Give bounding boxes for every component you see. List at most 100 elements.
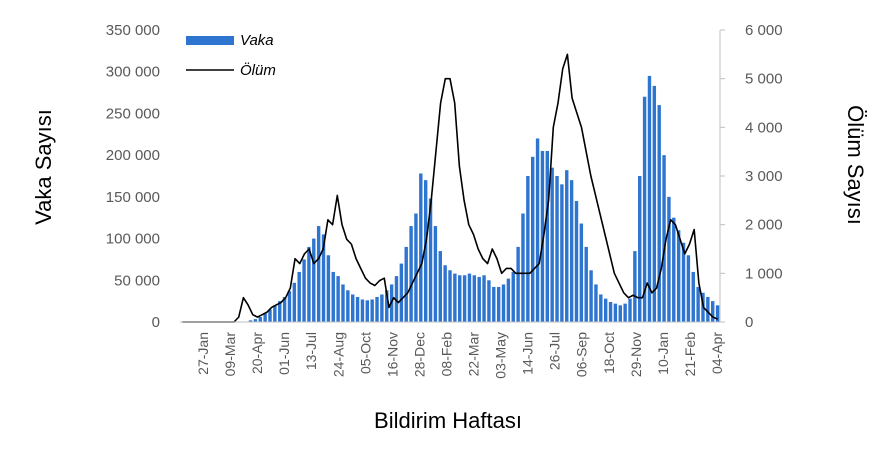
bar-vaka (248, 320, 253, 322)
bar-vaka (535, 138, 540, 322)
y-tick-label-left: 0 (152, 314, 160, 331)
x-tick-label: 04-Apr (709, 332, 725, 374)
x-tick-label: 28-Dec (411, 332, 427, 377)
x-tick-label: 22-Mar (466, 332, 482, 377)
line-olum (182, 53, 718, 323)
y-tick-label-right: 1 000 (745, 265, 783, 282)
plot-area (182, 53, 720, 323)
bar-vaka (336, 276, 340, 322)
y-tick-label-left: 50 000 (114, 272, 160, 289)
bar-vaka (448, 270, 452, 322)
bar-vaka (628, 298, 632, 322)
bar-vaka (380, 294, 384, 322)
bar-vaka (273, 305, 277, 322)
bar-vaka (681, 242, 686, 322)
legend-label-vaka: Vaka (240, 32, 274, 49)
bar-vaka (433, 226, 438, 322)
bar-vaka (608, 301, 613, 322)
bar-vaka (633, 251, 637, 322)
bar-vaka (467, 273, 472, 322)
bar-vaka (263, 313, 267, 322)
bar-vaka (706, 296, 710, 322)
x-tick-label: 05-Oct (357, 332, 373, 374)
bar-vaka (428, 198, 433, 322)
axes: 0 50 000 100 000 150 000 200 000 250 000 300 0… (106, 22, 783, 379)
bar-vaka (662, 155, 666, 322)
y-tick-label-right: 4 000 (745, 119, 783, 136)
bar-vaka (599, 294, 603, 322)
y-tick-label-left: 350 000 (106, 22, 160, 39)
bar-vaka (715, 305, 720, 322)
bar-vaka (423, 180, 428, 322)
bar-vaka (458, 275, 462, 322)
bar-vaka (312, 238, 316, 322)
legend-swatch-vaka (186, 36, 234, 45)
bar-vaka (331, 271, 335, 322)
bar-vaka (419, 173, 423, 322)
bar-vaka (623, 303, 627, 322)
bar-vaka (258, 316, 262, 322)
bar-vaka (287, 291, 292, 322)
x-tick-label: 13-Jul (303, 332, 319, 370)
legend: Vaka Ölüm (186, 32, 276, 79)
y-tick-label-left: 200 000 (106, 147, 160, 164)
bar-vaka (351, 294, 355, 322)
bar-vaka (584, 246, 588, 322)
bar-vaka (477, 276, 481, 322)
bar-vaka (404, 246, 408, 322)
bar-vaka (365, 300, 369, 322)
bar-vaka (531, 156, 535, 322)
bar-vaka (360, 299, 365, 322)
bar-vaka (268, 309, 272, 322)
bar-vaka (472, 275, 477, 322)
bar-vaka (526, 176, 530, 322)
bar-vaka (307, 246, 311, 322)
bar-vaka (253, 319, 258, 322)
bar-vaka (326, 255, 331, 322)
bar-vaka (302, 259, 306, 322)
y-tick-label-left: 100 000 (106, 231, 160, 248)
x-tick-label: 10-Jan (655, 332, 671, 375)
x-tick-label: 21-Feb (682, 332, 698, 377)
bar-vaka (297, 271, 301, 322)
x-tick-label: 01-Jun (276, 332, 292, 375)
x-tick-label: 20-Apr (249, 332, 265, 374)
bar-vaka (482, 275, 486, 322)
x-tick-label: 08-Feb (439, 332, 455, 377)
x-tick-label: 16-Nov (384, 332, 400, 377)
x-tick-label: 18-Oct (601, 332, 617, 374)
bar-vaka (603, 298, 608, 322)
bar-vaka (550, 167, 554, 322)
bar-vaka (574, 201, 579, 322)
y-tick-label-right: 3 000 (745, 168, 783, 185)
y-tick-label-right: 5 000 (745, 71, 783, 88)
bar-vaka (462, 275, 467, 322)
bar-vaka (672, 217, 676, 322)
bar-vaka (316, 226, 321, 322)
y-tick-label-left: 300 000 (106, 64, 160, 81)
bar-vaka (579, 223, 584, 322)
bar-vaka (385, 290, 389, 322)
bar-vaka (511, 271, 515, 322)
bar-vaka (521, 213, 525, 322)
x-tick-label: 29-Nov (628, 332, 644, 377)
bar-vaka (696, 286, 700, 322)
bar-vaka (394, 276, 399, 322)
x-tick-label: 24-Aug (330, 332, 346, 377)
bar-vaka (676, 230, 681, 322)
bar-vaka (540, 150, 545, 322)
bar-vaka (375, 296, 379, 322)
x-tick-label: 14-Jun (520, 332, 536, 375)
bar-vaka (618, 305, 622, 322)
bar-vaka (492, 286, 496, 322)
y-tick-label-right: 6 000 (745, 22, 783, 39)
x-tick-label: 27-Jan (195, 332, 211, 375)
y-axis-title-left: Vaka Sayısı (31, 109, 56, 225)
x-axis-title: Bildirim Haftası (374, 408, 522, 433)
bar-vaka (355, 296, 360, 322)
x-tick-label: 03-May (493, 332, 509, 379)
bar-vaka (711, 301, 715, 322)
bar-vaka (686, 255, 691, 322)
y-axis-title-right: Ölüm Sayısı (843, 105, 868, 225)
